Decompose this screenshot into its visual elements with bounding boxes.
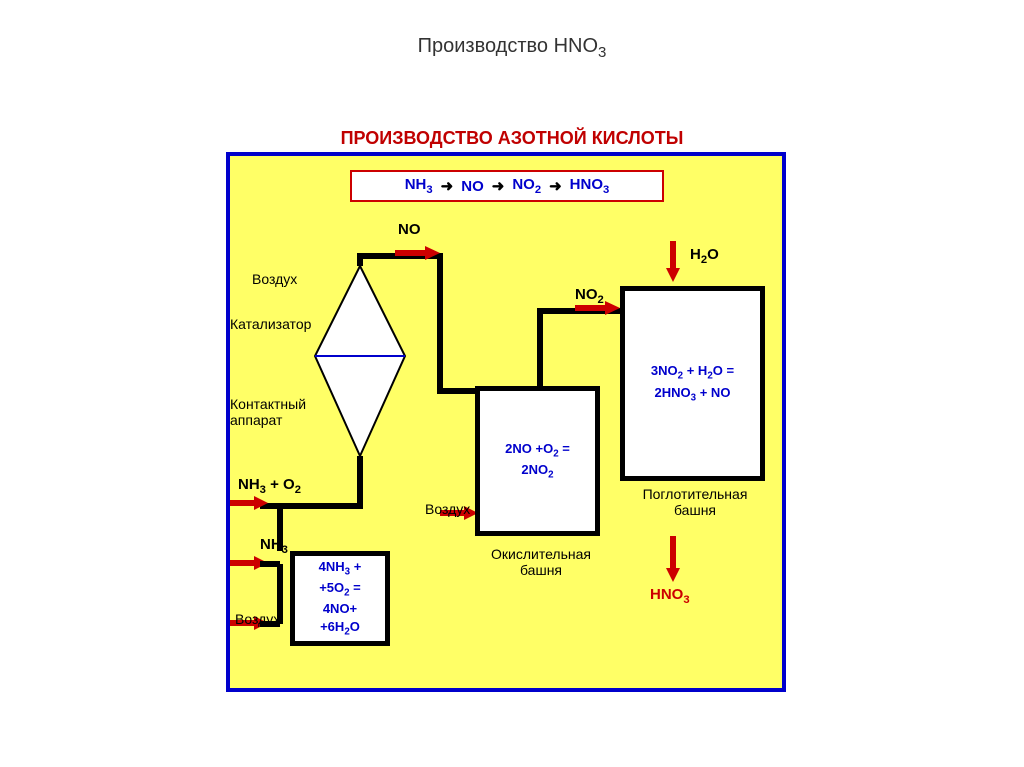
diagram-panel: NH3 ➜ NO ➜ NO2 ➜ HNO3	[226, 152, 786, 692]
label-hno3-out: HNO3	[650, 586, 690, 606]
arrow-h2o	[666, 241, 680, 282]
page-title-sub: 3	[598, 44, 606, 61]
panel-title: ПРОИЗВОДСТВО АЗОТНОЙ КИСЛОТЫ	[0, 128, 1024, 149]
contact-apparatus-shape	[315, 266, 405, 456]
oxidative-tower-box: 2NO +O2 = 2NO2	[475, 386, 600, 536]
label-absorption-tower: Поглотительная башня	[620, 486, 770, 518]
label-oxidative-tower: Окислительная башня	[476, 546, 606, 578]
mixer-box: 4NH3 + +5O2 = 4NO+ +6H2O	[290, 551, 390, 646]
label-no: NO	[398, 221, 421, 238]
label-nh3: NH3	[260, 536, 288, 556]
arrow-hno3-out	[666, 536, 680, 582]
label-air-1: Воздух	[252, 271, 297, 287]
page-title-text: Производство HNO	[418, 35, 598, 57]
label-catalyst: Катализатор	[230, 316, 311, 332]
label-contact-app: Контактный аппарат	[230, 396, 306, 428]
page-title: Производство HNO3	[0, 35, 1024, 61]
absorption-tower-box: 3NO2 + H2O = 2HNO3 + NO	[620, 286, 765, 481]
label-no2: NO2	[575, 286, 604, 306]
label-air-2: Воздух	[235, 611, 280, 627]
label-nh3o2: NH3 + O2	[238, 476, 301, 496]
label-h2o: H2O	[690, 246, 719, 266]
label-air-3: Воздух	[425, 501, 470, 517]
